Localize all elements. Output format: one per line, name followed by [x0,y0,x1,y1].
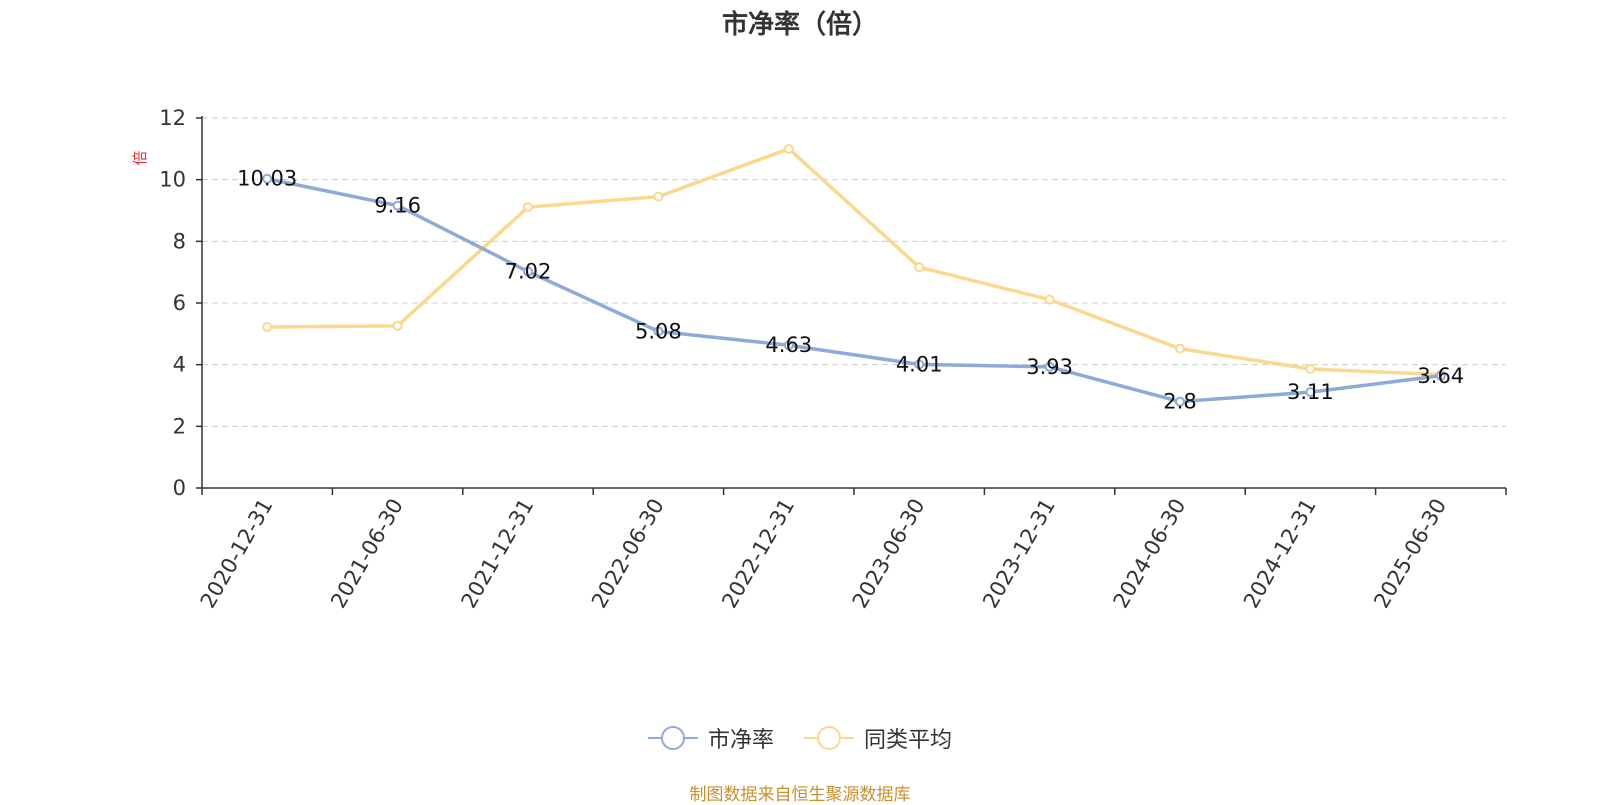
x-tick-label: 2025-06-30 [1369,495,1451,613]
y-tick-label: 10 [159,168,186,192]
data-label: 3.93 [1026,355,1073,379]
chart-title: 市净率（倍） [721,10,878,40]
data-label: 3.11 [1287,380,1334,404]
data-point [523,202,533,213]
y-tick-label: 0 [173,476,186,500]
data-point [1175,396,1185,407]
y-tick-label: 8 [173,229,186,253]
data-point [914,359,925,370]
data-labels: 10.03 9.16 7.02 5.08 4.63 4.01 3.93 2.8 3.11 3.64 [237,167,1464,414]
data-point [783,143,794,154]
legend-item-pb[interactable]: 市净率 [647,722,774,754]
x-tick-label: 2020-12-31 [196,495,278,613]
legend-swatch-pb [647,726,698,750]
data-point [1044,361,1055,372]
data-point [1305,363,1316,374]
data-label: 4.01 [896,352,943,376]
data-point [653,191,664,202]
data-label: 2.8 [1163,390,1196,414]
data-label: 9.16 [374,194,421,218]
y-tick-label: 6 [173,291,186,315]
series-line [267,147,1441,377]
data-point [392,200,403,211]
legend-label-peer-avg: 同类平均 [864,728,953,753]
data-point [653,326,664,337]
data-point [1044,294,1055,305]
x-tick-label: 2022-06-30 [587,495,669,613]
series-line [266,177,1442,404]
data-point [392,320,403,331]
data-label: 3.64 [1417,364,1464,388]
grid-lines [202,117,1506,427]
x-tick-label: 2023-12-31 [978,495,1060,613]
data-label: 7.02 [505,260,552,284]
x-tick-label: 2024-06-30 [1109,495,1191,613]
legend-label-pb: 市净率 [707,728,774,753]
y-tick-label: 12 [159,106,186,130]
axes: 0 2 4 6 8 10 12 倍 2020-12-31 2021-06-30 2021-12-31… [131,106,1507,613]
data-point [783,340,794,351]
data-label: 4.63 [765,333,812,357]
legend-swatch-peer-avg [804,726,854,750]
y-tick-label: 2 [173,414,186,438]
x-tick-label: 2021-06-30 [326,495,408,613]
data-point [1435,370,1446,381]
x-tick-label: 2021-12-31 [457,495,539,613]
data-label: 5.08 [635,319,682,343]
legend-item-peer-avg[interactable]: 同类平均 [804,722,952,754]
data-point [914,262,925,273]
data-point [262,322,273,333]
x-tick-label: 2023-06-30 [848,495,930,613]
data-point [1175,343,1185,354]
data-point [1305,387,1316,398]
data-point [262,173,273,184]
source-note: 制图数据来自恒生聚源数据库 [689,785,911,805]
y-tick-label: 4 [173,353,186,377]
data-label: 10.03 [237,167,297,191]
series [262,143,1446,407]
legend: 市净率 同类平均 [0,722,1600,754]
y-axis-label: 倍 [131,150,149,165]
data-point [523,266,533,277]
x-tick-label: 2024-12-31 [1239,495,1321,613]
x-tick-label: 2022-12-31 [717,495,799,613]
